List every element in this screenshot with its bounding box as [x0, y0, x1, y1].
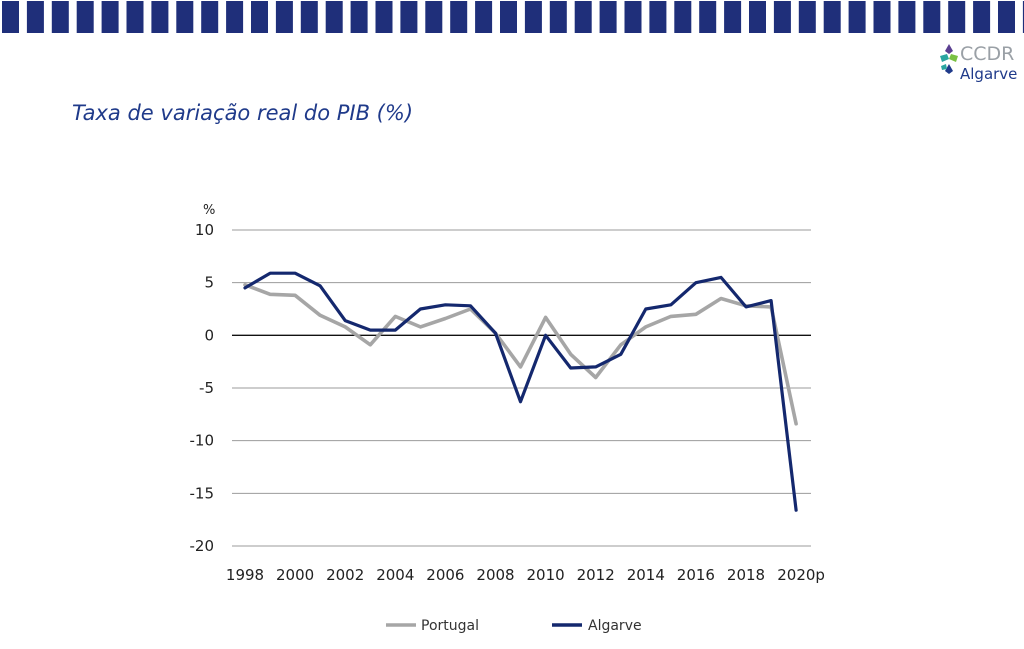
band-block: [51, 1, 69, 33]
band-block: [549, 1, 567, 33]
y-tick-label: 0: [204, 326, 214, 344]
band-block: [2, 1, 19, 33]
logo-text-ccdr: CCDR: [960, 43, 1015, 65]
y-tick-label: -20: [190, 537, 215, 555]
y-tick-label: 5: [204, 274, 214, 292]
band-block: [226, 1, 244, 33]
x-tick-label: 2020p: [777, 566, 825, 584]
legend-label-portugal: Portugal: [421, 618, 479, 634]
x-tick-label: 2006: [426, 566, 464, 584]
band-block: [898, 1, 916, 33]
band-block: [773, 1, 791, 33]
band-block: [400, 1, 418, 33]
band-block: [973, 1, 991, 33]
y-tick-labels: 10 5 0 -5 -10 -15 -20: [190, 221, 215, 555]
band-block: [275, 1, 293, 33]
band-block: [425, 1, 443, 33]
top-decorative-band: [0, 0, 1024, 34]
logo-text-region: Algarve: [960, 65, 1018, 83]
y-tick-label: -10: [190, 432, 215, 450]
series-lines: [243, 271, 798, 512]
band-block: [574, 1, 592, 33]
x-tick-labels: 1998 2000 2002 2004 2006 2008 2010 2012 2014 2016…: [226, 566, 825, 584]
legend: Portugal Algarve: [386, 618, 642, 634]
logo-star-icon: [940, 44, 958, 74]
band-block: [624, 1, 642, 33]
band-block: [375, 1, 393, 33]
band-block: [26, 1, 44, 33]
band-block: [998, 1, 1015, 33]
band-block: [450, 1, 468, 33]
band-block: [848, 1, 866, 33]
band-block: [151, 1, 169, 33]
x-tick-label: 2010: [527, 566, 565, 584]
ccdr-algarve-logo: CCDR Algarve: [938, 40, 1020, 86]
x-tick-label: 2002: [326, 566, 364, 584]
y-tick-label: -5: [199, 379, 214, 397]
band-block: [350, 1, 368, 33]
y-axis-label: %: [203, 203, 215, 218]
band-block: [101, 1, 119, 33]
band-block: [524, 1, 542, 33]
x-tick-label: 2000: [276, 566, 314, 584]
band-block: [823, 1, 841, 33]
x-tick-label: 2008: [476, 566, 514, 584]
band-block: [76, 1, 94, 33]
grid-lines: [232, 229, 811, 547]
band-block: [500, 1, 517, 33]
band-block: [201, 1, 219, 33]
band-block: [126, 1, 144, 33]
band-block: [251, 1, 268, 33]
band-block: [649, 1, 667, 33]
band-block: [300, 1, 318, 33]
band-block: [176, 1, 194, 33]
y-tick-label: -15: [190, 484, 215, 502]
band-block: [674, 1, 692, 33]
x-tick-label: 2012: [577, 566, 615, 584]
series-line-portugal: [243, 282, 798, 426]
band-block: [923, 1, 941, 33]
band-block: [599, 1, 617, 33]
band-block: [798, 1, 816, 33]
band-block: [724, 1, 742, 33]
y-tick-label: 10: [195, 221, 214, 239]
x-tick-label: 2004: [376, 566, 414, 584]
band-block: [1022, 1, 1024, 33]
x-tick-label: 2014: [627, 566, 665, 584]
series-line-algarve: [243, 271, 798, 512]
legend-label-algarve: Algarve: [588, 618, 642, 634]
band-block: [699, 1, 717, 33]
chart-title: Taxa de variação real do PIB (%): [72, 101, 414, 125]
x-tick-label: 2018: [727, 566, 765, 584]
band-block: [749, 1, 766, 33]
band-block: [873, 1, 891, 33]
x-tick-label: 1998: [226, 566, 264, 584]
band-block: [948, 1, 966, 33]
band-block: [325, 1, 343, 33]
band-block: [475, 1, 493, 33]
x-tick-label: 2016: [677, 566, 715, 584]
